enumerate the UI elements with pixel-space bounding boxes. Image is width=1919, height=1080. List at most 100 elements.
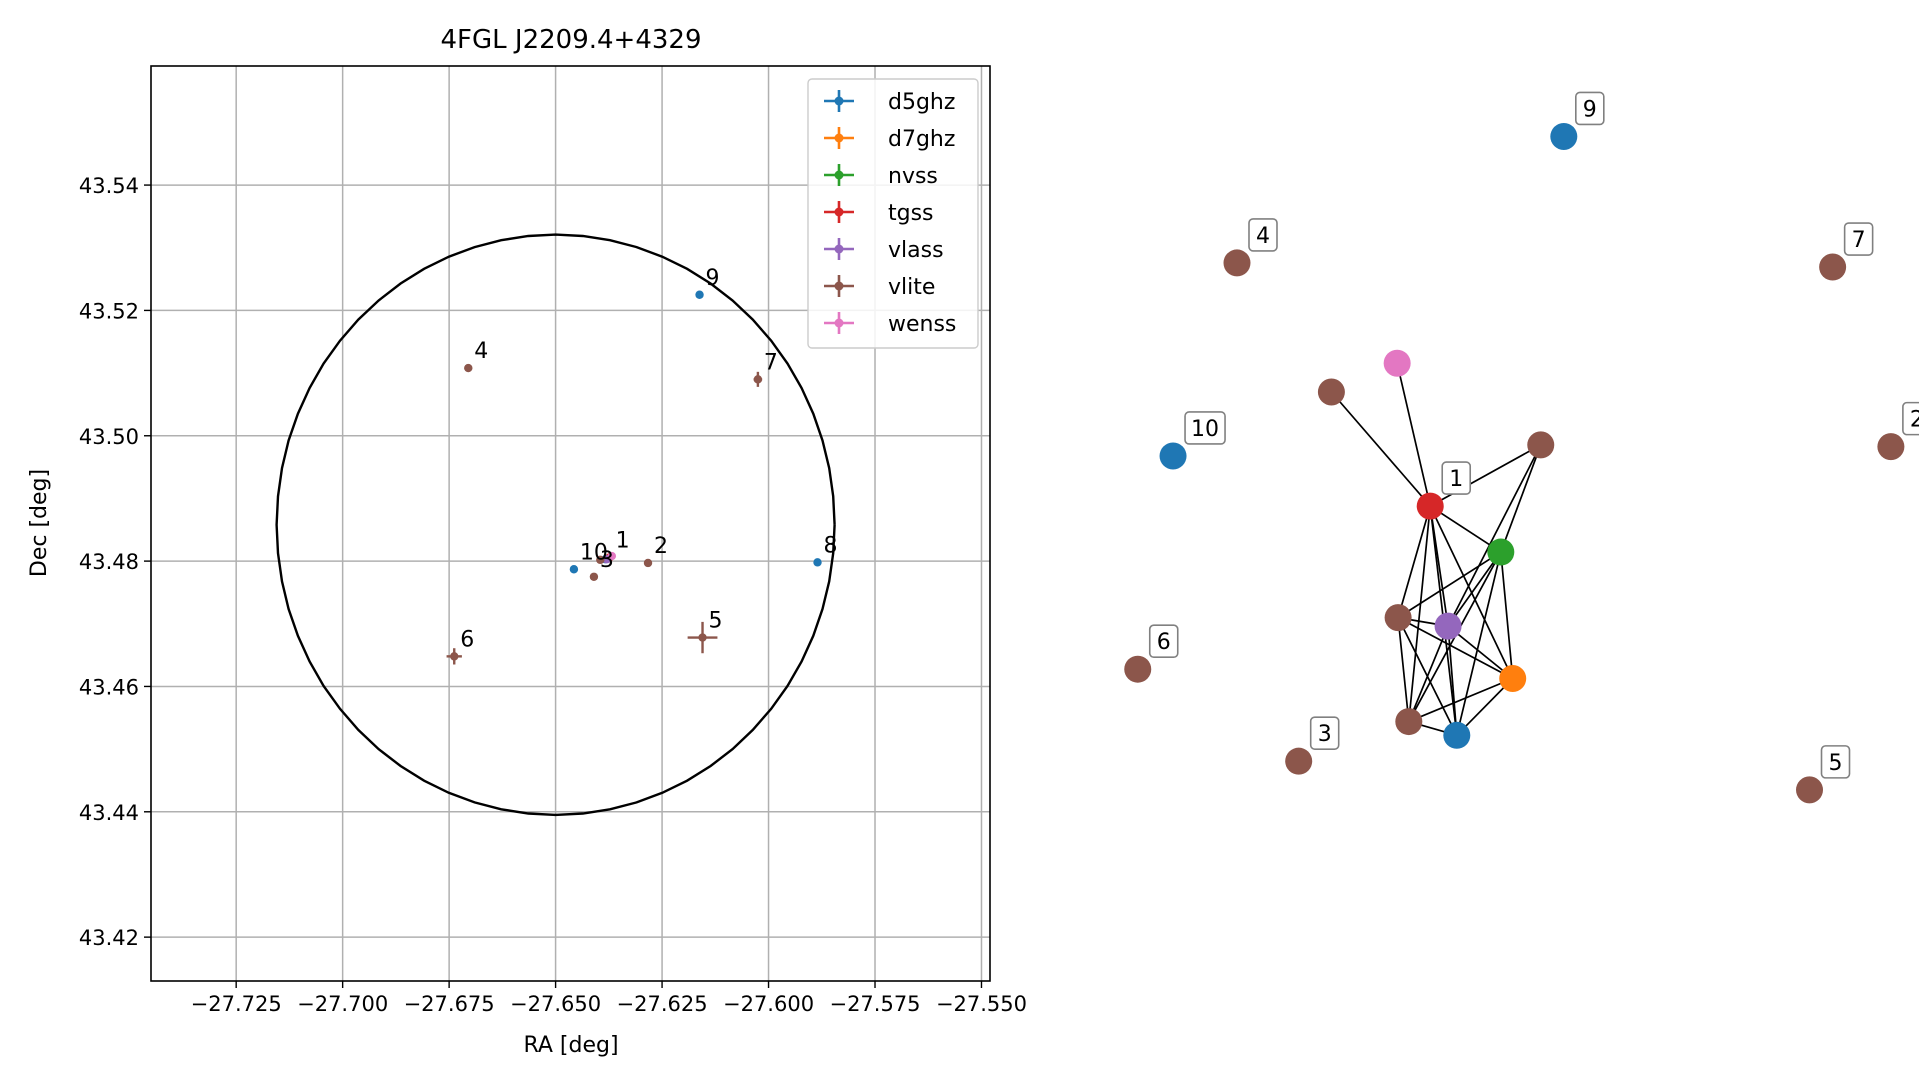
y-tick-label: 43.54 — [79, 174, 139, 198]
point-label: 1 — [616, 528, 630, 553]
x-axis-label: RA [deg] — [523, 1033, 618, 1058]
point-marker — [589, 572, 599, 581]
graph-node — [1384, 604, 1412, 632]
point-label: 8 — [824, 533, 838, 558]
node-tag-box — [1575, 91, 1605, 126]
legend-entry-tgss: tgss — [824, 201, 934, 226]
point-marker — [643, 558, 653, 568]
data-point-vlite — [464, 363, 473, 373]
x-tick-label: −27.650 — [510, 992, 601, 1016]
graph-node — [1550, 122, 1578, 150]
legend-swatch-dot — [834, 207, 844, 217]
legend-swatch-dot — [834, 281, 844, 291]
graph-node — [1434, 612, 1462, 640]
graph-node — [1819, 253, 1847, 281]
graph-node-labels: 94721086351 — [1148, 91, 1919, 779]
x-tick-label: −27.675 — [404, 992, 495, 1016]
x-tick-label: −27.575 — [829, 992, 920, 1016]
y-tick-label: 43.52 — [79, 299, 139, 323]
localization-circle — [275, 233, 836, 817]
graph-node — [1877, 433, 1905, 461]
point-label: 2 — [654, 534, 668, 559]
localization-ellipse — [275, 233, 836, 817]
graph-node — [1499, 664, 1527, 692]
data-point-vlite — [446, 648, 462, 665]
graph-edge — [1397, 616, 1514, 680]
legend-label: tgss — [888, 201, 934, 226]
node-tag-box — [1843, 222, 1874, 256]
legend-label: vlass — [888, 238, 944, 263]
axis-ticks: −27.725 −27.700 −27.675 −27.650 −27.625 −27.6… — [79, 174, 1027, 1016]
point-marker — [698, 633, 707, 642]
node-tag-label: 3 — [1318, 722, 1332, 747]
graph-node — [1443, 721, 1471, 749]
node-tag-box — [1184, 411, 1226, 445]
graph-node — [1383, 349, 1411, 377]
legend-swatch-dot — [834, 96, 844, 106]
point-marker — [569, 565, 579, 574]
y-tick-label: 43.48 — [79, 550, 139, 574]
graph-node — [1487, 538, 1515, 566]
point-marker — [695, 290, 704, 299]
graph-edge — [1408, 625, 1449, 722]
legend-swatch-dot — [834, 244, 844, 254]
graph-node — [1527, 431, 1555, 459]
chart-title: 4FGL J2209.4+4329 — [441, 25, 702, 55]
graph-edge — [1397, 505, 1432, 618]
graph-edge — [1330, 391, 1431, 507]
legend-label: d5ghz — [888, 90, 955, 115]
data-points — [446, 290, 822, 665]
graph-node-tag: 1 — [1441, 461, 1472, 495]
y-tick-label: 43.44 — [79, 801, 139, 825]
node-tag-label: 7 — [1852, 228, 1866, 253]
data-point-vlite — [596, 555, 605, 565]
legend-label: nvss — [888, 164, 938, 189]
graph-node — [1317, 378, 1345, 406]
point-marker — [753, 375, 763, 384]
graph-edge — [1429, 444, 1542, 507]
x-tick-label: −27.550 — [936, 992, 1027, 1016]
network-graph: 94721086351 — [1124, 91, 1919, 804]
graph-node-tag: 9 — [1575, 91, 1605, 126]
legend-swatch-dot — [834, 318, 844, 328]
legend-entry-d7ghz: d7ghz — [824, 127, 955, 152]
point-label: 4 — [474, 339, 488, 364]
graph-nodes — [1124, 122, 1905, 804]
data-point-vlite — [643, 558, 653, 568]
graph-node — [1124, 655, 1152, 683]
x-tick-label: −27.725 — [191, 992, 282, 1016]
graph-node-tag: 3 — [1309, 716, 1340, 750]
legend-box — [807, 78, 979, 349]
node-tag-box — [1441, 461, 1472, 495]
point-label: 7 — [764, 350, 778, 375]
graph-node-tag: 4 — [1248, 218, 1278, 252]
node-tag-box — [1248, 218, 1278, 252]
node-tag-box — [1820, 745, 1851, 779]
legend-label: wenss — [888, 312, 956, 337]
point-marker — [464, 363, 473, 373]
graph-edge — [1447, 444, 1542, 627]
graph-edge — [1397, 551, 1502, 619]
legend-entry-vlite: vlite — [824, 275, 935, 300]
graph-edge — [1455, 551, 1502, 736]
graph-node-tag: 7 — [1843, 222, 1874, 256]
legend-entry-nvss: nvss — [824, 164, 938, 189]
point-label: 10 — [580, 540, 608, 565]
legend-label: vlite — [888, 275, 935, 300]
axes-frame — [150, 65, 991, 982]
graph-node — [1395, 708, 1423, 736]
point-label: 9 — [706, 266, 720, 291]
point-label: 5 — [709, 609, 723, 634]
legend-entry-wenss: wenss — [824, 312, 956, 337]
point-marker — [607, 551, 617, 561]
node-tag-label: 9 — [1583, 97, 1597, 122]
legend-swatch-dot — [834, 133, 844, 143]
legend-label: d7ghz — [888, 127, 955, 152]
graph-edge — [1500, 444, 1542, 553]
point-label: 6 — [460, 627, 474, 652]
node-tag-label: 6 — [1157, 630, 1171, 655]
graph-node-tag: 5 — [1820, 745, 1851, 779]
y-tick-label: 43.46 — [79, 675, 139, 699]
node-tag-box — [1148, 624, 1179, 659]
data-point-vlite — [589, 572, 599, 581]
